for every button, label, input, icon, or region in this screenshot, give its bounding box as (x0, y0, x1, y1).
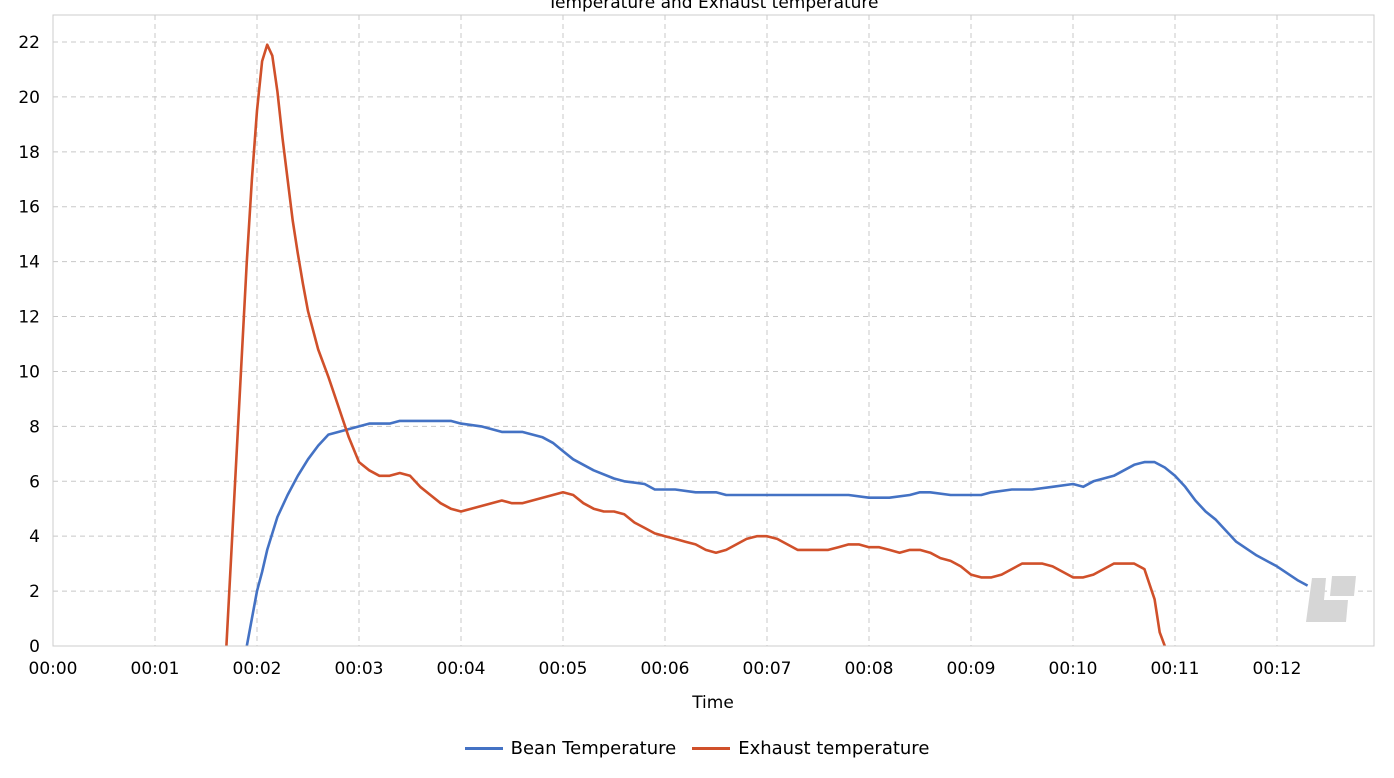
y-tick-label: 8 (29, 417, 40, 437)
grid-lines (53, 15, 1374, 646)
tick-labels: 0 2 4 6 8 10 12 14 16 18 20 22 00:00 00:01 00:02 00:03 0… (18, 33, 1301, 679)
x-tick-label: 00:04 (437, 659, 486, 679)
y-tick-label: 6 (29, 472, 40, 492)
y-tick-label: 10 (18, 362, 40, 382)
x-tick-label: 00:02 (233, 659, 282, 679)
axes (52, 14, 1375, 647)
y-tick-label: 12 (18, 308, 40, 328)
y-tick-label: 0 (29, 637, 40, 657)
y-tick-label: 20 (18, 88, 40, 108)
legend-label: Bean Temperature (510, 737, 677, 759)
legend-swatch (464, 746, 503, 750)
watermark-logo (1306, 576, 1356, 622)
y-tick-label: 22 (18, 33, 40, 53)
y-tick-label: 18 (18, 143, 40, 163)
legend-swatch (692, 746, 731, 750)
x-axis-label: Time (691, 693, 734, 713)
series-line-exhaust-temperature (225, 43, 1167, 647)
x-tick-label: 00:03 (335, 659, 384, 679)
y-tick-label: 14 (18, 253, 40, 273)
x-tick-label: 00:11 (1151, 659, 1200, 679)
x-tick-label: 00:07 (743, 659, 792, 679)
x-tick-label: 00:10 (1049, 659, 1098, 679)
legend-label: Exhaust temperature (738, 737, 930, 759)
legend-item-bean-temperature: Bean Temperature (464, 737, 677, 759)
chart-title: Temperature and Exhaust temperature (546, 0, 878, 13)
series-line-bean-temperature (245, 419, 1309, 647)
x-tick-label: 00:05 (539, 659, 588, 679)
y-tick-label: 4 (29, 527, 40, 547)
legend: Bean Temperature Exhaust temperature (0, 733, 1394, 763)
y-tick-label: 2 (29, 582, 40, 602)
x-tick-label: 00:09 (947, 659, 996, 679)
plot-border (52, 14, 1375, 647)
x-tick-label: 00:01 (131, 659, 180, 679)
x-tick-label: 00:12 (1253, 659, 1302, 679)
x-tick-label: 00:08 (845, 659, 894, 679)
x-tick-label: 00:00 (29, 659, 78, 679)
y-tick-label: 16 (18, 198, 40, 218)
series-layer (225, 43, 1309, 647)
legend-item-exhaust-temperature: Exhaust temperature (692, 738, 929, 759)
x-tick-label: 00:06 (641, 659, 690, 679)
